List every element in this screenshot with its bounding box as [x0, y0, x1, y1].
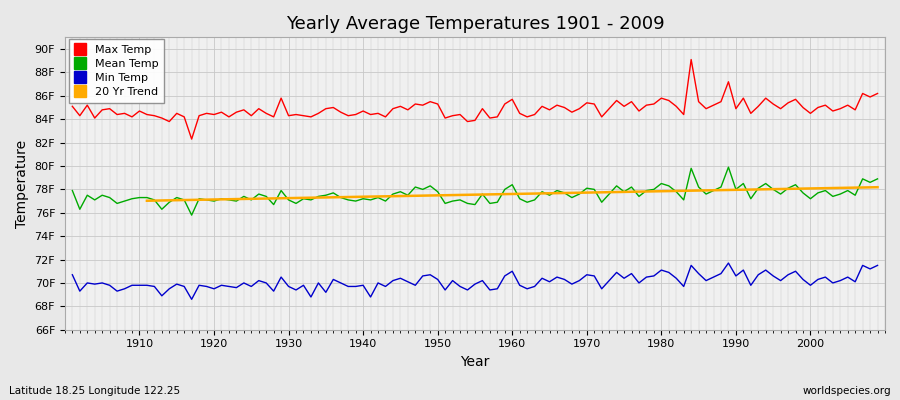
Y-axis label: Temperature: Temperature: [15, 140, 29, 228]
Legend: Max Temp, Mean Temp, Min Temp, 20 Yr Trend: Max Temp, Mean Temp, Min Temp, 20 Yr Tre…: [69, 39, 164, 103]
Text: worldspecies.org: worldspecies.org: [803, 386, 891, 396]
X-axis label: Year: Year: [460, 355, 490, 369]
Title: Yearly Average Temperatures 1901 - 2009: Yearly Average Temperatures 1901 - 2009: [285, 15, 664, 33]
Text: Latitude 18.25 Longitude 122.25: Latitude 18.25 Longitude 122.25: [9, 386, 180, 396]
